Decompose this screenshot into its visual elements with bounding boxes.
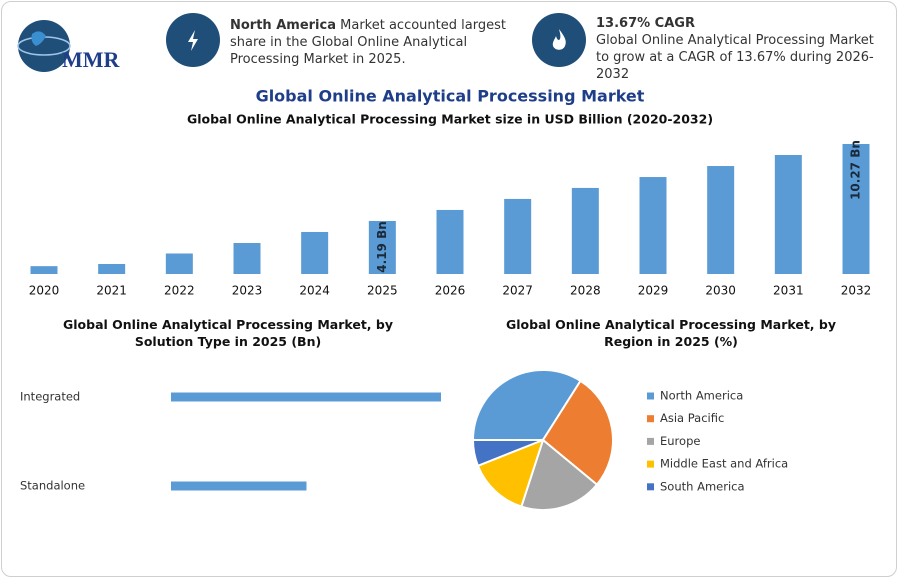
bar [233, 242, 261, 274]
x-tick-label: 2021 [96, 284, 127, 298]
card-icon [166, 13, 220, 67]
bar [436, 209, 464, 274]
chart-title: Global Online Analytical Processing Mark… [506, 317, 836, 349]
pie-slice [541, 379, 614, 487]
icon-bolt [188, 30, 198, 51]
x-tick-label: 2028 [570, 284, 601, 298]
legend-label: South America [660, 479, 745, 493]
y-tick-label: Integrated [20, 390, 80, 404]
bar [171, 481, 307, 491]
logo-text: MMR [62, 47, 121, 72]
x-tick-label: 2030 [705, 284, 736, 298]
logo-land [31, 31, 46, 46]
x-tick-label: 2032 [841, 284, 872, 298]
x-tick-label: 2025 [367, 284, 398, 298]
chart-title: Global Online Analytical Processing Mark… [187, 112, 713, 127]
legend-label: North America [660, 389, 743, 403]
x-tick-label: 2031 [773, 284, 804, 298]
bar [301, 231, 329, 274]
card: 13.67% CAGR Global Online Analytical Pro… [596, 15, 886, 83]
x-tick-label: 2023 [232, 284, 263, 298]
bar [165, 253, 193, 274]
legend-swatch [647, 415, 654, 423]
bar [171, 392, 441, 402]
card-bold: 13.67% CAGR [596, 16, 695, 31]
bar [774, 155, 802, 274]
legend-swatch [647, 460, 654, 468]
card-text: Market accounted largest share in the Gl… [230, 18, 506, 67]
card-bold: North America [230, 18, 336, 33]
legend-label: Asia Pacific [660, 411, 724, 425]
icon-flame [552, 29, 566, 50]
legend-swatch [647, 483, 654, 491]
legend-label: Middle East and Africa [660, 457, 788, 471]
y-tick-label: Standalone [20, 479, 85, 493]
data-label: 10.27 Bn [849, 140, 863, 200]
bar [30, 266, 58, 274]
bar [571, 187, 599, 274]
bar [842, 144, 870, 274]
card: North America Market accounted largest s… [230, 17, 510, 68]
bar [707, 166, 735, 274]
pie-slice [476, 438, 545, 508]
bar [368, 220, 396, 274]
x-tick-label: 2024 [299, 284, 330, 298]
pie-slice [471, 439, 544, 468]
chart-title: Global Online Analytical Processing Mark… [63, 317, 393, 349]
logo: MMR [17, 20, 121, 72]
pie-slice [520, 438, 599, 511]
card-icon [532, 13, 586, 67]
legend-label: Europe [660, 434, 700, 448]
card-text: Global Online Analytical Processing Mark… [596, 33, 874, 82]
bar [639, 177, 667, 274]
page-title: Global Online Analytical Processing Mark… [256, 87, 645, 106]
x-tick-label: 2022 [164, 284, 195, 298]
legend-swatch [647, 392, 654, 400]
x-tick-label: 2026 [435, 284, 466, 298]
legend-swatch [647, 437, 654, 445]
data-label: 4.19 Bn [375, 221, 389, 272]
bar [504, 198, 532, 274]
x-tick-label: 2027 [502, 284, 533, 298]
x-tick-label: 2020 [29, 284, 60, 298]
bar [98, 264, 126, 274]
logo-globe [18, 20, 70, 72]
x-tick-label: 2029 [638, 284, 669, 298]
